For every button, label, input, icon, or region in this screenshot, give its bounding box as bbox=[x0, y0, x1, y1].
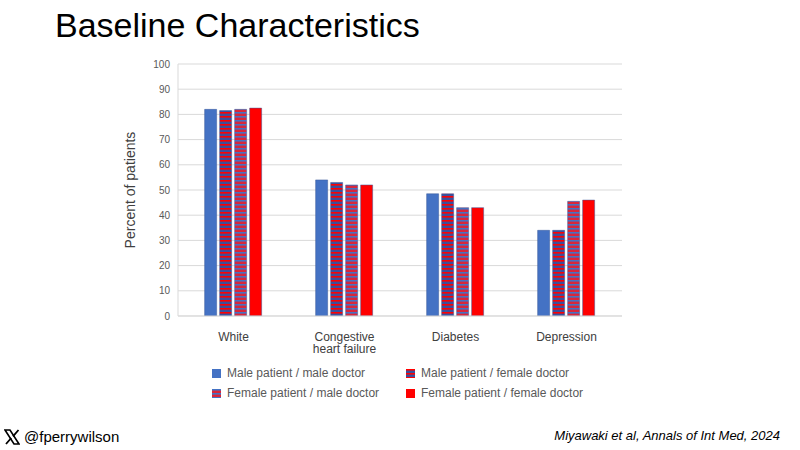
html-text:Male patient / male doctor: Male patient / male doctor bbox=[227, 366, 366, 380]
html-text:Female patient / female doctor: Female patient / female doctor bbox=[421, 386, 584, 400]
svg-text:20: 20 bbox=[159, 260, 171, 271]
svg-text:Congestiveheart failure: Congestiveheart failure bbox=[313, 330, 377, 356]
svg-text:50: 50 bbox=[159, 185, 171, 196]
svg-text:Diabetes: Diabetes bbox=[432, 330, 479, 344]
html-text:Baseline Characteristics: Baseline Characteristics bbox=[55, 6, 420, 44]
svg-text:100: 100 bbox=[153, 59, 170, 70]
svg-text:Percent of patients: Percent of patients bbox=[122, 132, 138, 249]
html-text:Miyawaki et al, Annals of Int: Miyawaki et al, Annals of Int Med, 2024 bbox=[554, 428, 780, 443]
svg-text:0: 0 bbox=[164, 311, 170, 322]
html-text:Female patient / male doctor: Female patient / male doctor bbox=[227, 386, 380, 400]
svg-text:80: 80 bbox=[159, 109, 171, 120]
svg-text:Depression: Depression bbox=[536, 330, 597, 344]
svg-text:White: White bbox=[218, 330, 249, 344]
svg-text:10: 10 bbox=[159, 285, 171, 296]
svg-text:60: 60 bbox=[159, 159, 171, 170]
svg-text:70: 70 bbox=[159, 134, 171, 145]
html-text:@fperrywilson: @fperrywilson bbox=[24, 428, 120, 445]
svg-text:30: 30 bbox=[159, 235, 171, 246]
svg-text:90: 90 bbox=[159, 84, 171, 95]
html-text:Male patient / female doctor: Male patient / female doctor bbox=[421, 366, 570, 380]
svg-text:40: 40 bbox=[159, 210, 171, 221]
